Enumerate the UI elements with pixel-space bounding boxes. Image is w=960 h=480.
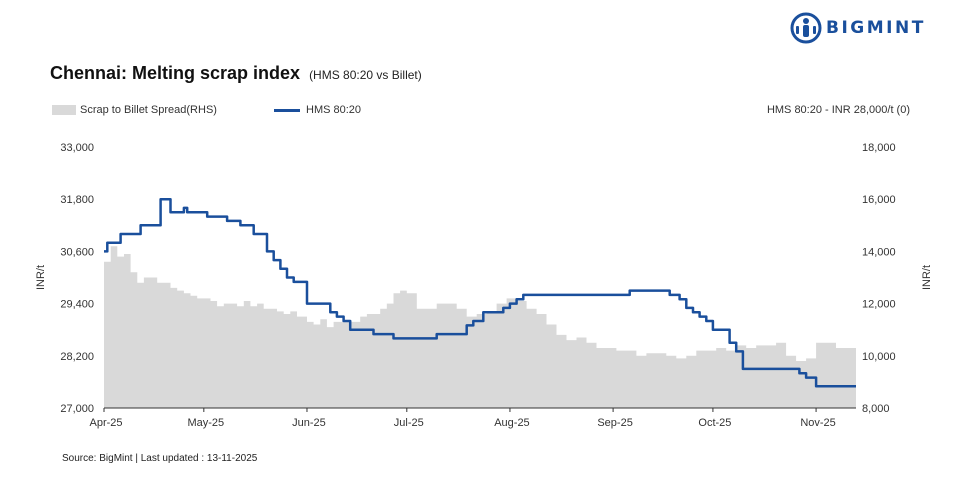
x-tick-label: Aug-25 [494, 417, 529, 429]
y-tick-label: 33,000 [60, 142, 94, 154]
y-axis-label: INR/t [35, 265, 47, 290]
x-tick-label: Oct-25 [698, 417, 731, 429]
y2-tick-label: 12,000 [862, 299, 896, 311]
chart-title-text: Chennai: Melting scrap index [50, 63, 301, 83]
y2-tick-label: 8,000 [862, 403, 890, 415]
chart-title: Chennai: Melting scrap index (HMS 80:20 … [50, 63, 422, 84]
price-note: HMS 80:20 - INR 28,000/t (0) [766, 104, 910, 116]
x-tick-label: Apr-25 [89, 417, 122, 429]
y2-tick-label: 10,000 [862, 351, 896, 363]
spread-area [104, 246, 856, 408]
legend-label-spread: Scrap to Billet Spread(RHS) [80, 104, 217, 116]
y-tick-label: 30,600 [60, 246, 94, 258]
y2-tick-label: 18,000 [862, 142, 896, 154]
y-tick-label: 29,400 [60, 299, 94, 311]
legend-swatch-hms [274, 108, 300, 112]
y2-tick-label: 16,000 [862, 194, 896, 206]
y-tick-label: 28,200 [60, 351, 94, 363]
y2-tick-label: 14,000 [862, 246, 896, 258]
y-tick-label: 27,000 [60, 403, 94, 415]
x-tick-label: Jul-25 [394, 417, 424, 429]
source-note: Source: BigMint | Last updated : 13-11-2… [62, 453, 258, 464]
brand-logo: BIGMINT [790, 12, 950, 46]
x-tick-label: Nov-25 [800, 417, 835, 429]
bigmint-logo-icon [790, 12, 822, 44]
x-tick-label: Sep-25 [597, 417, 632, 429]
x-tick-label: May-25 [187, 417, 224, 429]
y-tick-label: 31,800 [60, 194, 94, 206]
legend-item-hms: HMS 80:20 [274, 104, 361, 116]
legend-label-hms: HMS 80:20 [306, 104, 362, 116]
hms-line [104, 197, 856, 388]
legend-item-spread: Scrap to Billet Spread(RHS) [52, 104, 217, 116]
brand-name: BIGMINT [826, 18, 926, 38]
x-tick-label: Jun-25 [292, 417, 326, 429]
legend-swatch-spread [52, 105, 76, 115]
y2-axis-label: INR/t [921, 265, 933, 290]
chart-subtitle: (HMS 80:20 vs Billet) [309, 68, 422, 82]
